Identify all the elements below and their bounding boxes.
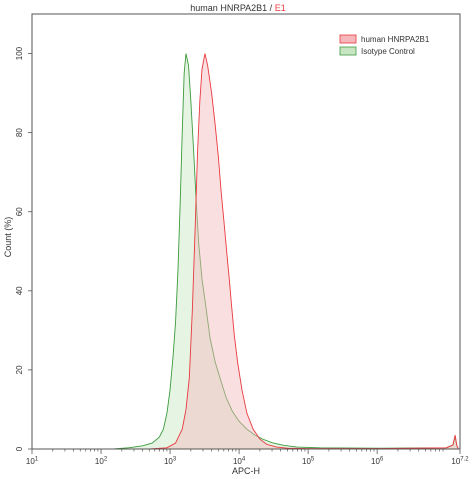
legend-label-human-hnrpa2b1: human HNRPA2B1 xyxy=(361,35,430,44)
y-tick-label: 0 xyxy=(15,446,24,451)
chart-title-separator: / xyxy=(267,3,275,13)
y-tick-label: 60 xyxy=(15,207,24,216)
x-tick-label: 104 xyxy=(233,457,246,467)
y-axis-label: Count (%) xyxy=(3,217,13,258)
series-line-isotype-control xyxy=(32,53,459,450)
y-tick-label: 40 xyxy=(15,286,24,295)
series-line-human-hnrpa2b1 xyxy=(32,53,459,450)
x-tick-label: 106 xyxy=(371,457,384,467)
legend-swatch-isotype-control xyxy=(339,46,357,56)
x-tick-label: 103 xyxy=(164,457,177,467)
x-tick-label: 101 xyxy=(26,457,39,467)
series-layer xyxy=(32,53,459,450)
y-tick-label: 100 xyxy=(15,46,24,60)
legend: human HNRPA2B1 Isotype Control xyxy=(339,34,430,56)
y-tick-label: 80 xyxy=(15,128,24,137)
plot-frame xyxy=(31,13,461,450)
series-area-human-hnrpa2b1 xyxy=(32,53,459,450)
x-tick-label: 107.2 xyxy=(451,457,469,467)
chart-title-main: human HNRPA2B1 xyxy=(190,3,267,13)
x-tick-label: 105 xyxy=(302,457,315,467)
legend-swatch-human-hnrpa2b1 xyxy=(339,34,357,44)
x-tick-label: 102 xyxy=(95,457,108,467)
series-area-isotype-control xyxy=(32,53,459,450)
legend-label-isotype-control: Isotype Control xyxy=(361,47,415,56)
y-ticks: 0 20 40 60 80 100 xyxy=(15,46,32,451)
y-tick-label: 20 xyxy=(15,365,24,374)
chart-title: human HNRPA2B1 / E1 xyxy=(190,3,285,13)
x-axis-label: APC-H xyxy=(232,466,260,476)
x-ticks: 101 102 103 104 105 106 107.2 xyxy=(26,449,469,466)
chart-title-accent: E1 xyxy=(275,3,286,13)
